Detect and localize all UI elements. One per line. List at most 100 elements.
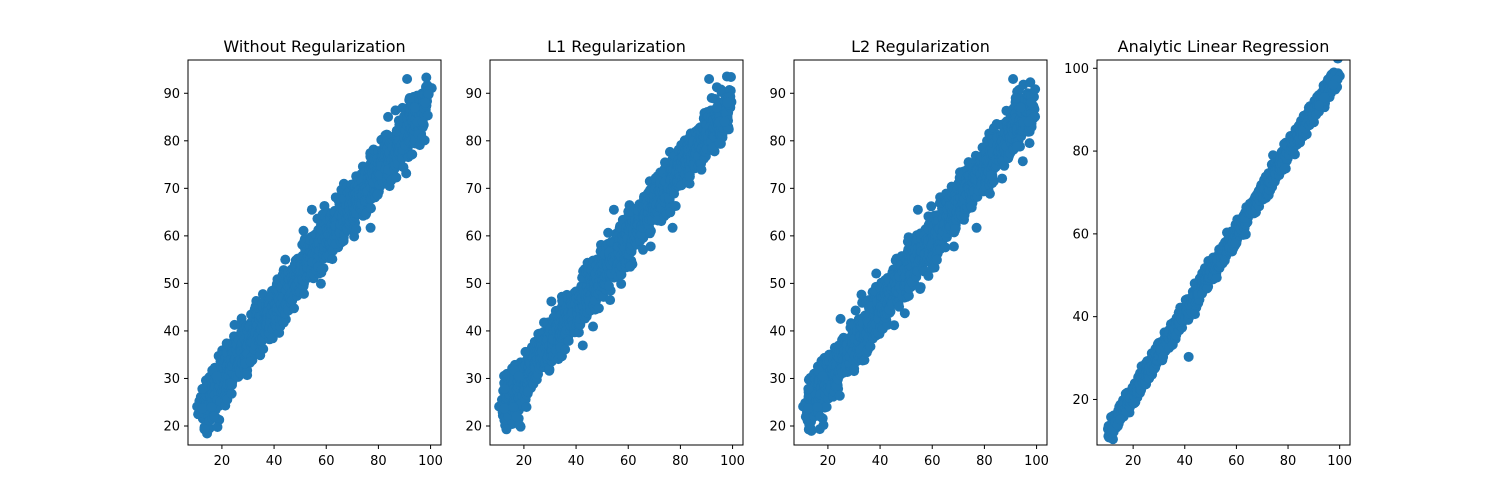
x-tick-label: 40 [568,454,585,469]
data-point [315,278,326,289]
x-tick-label: 20 [820,454,837,469]
x-tick-label: 40 [266,454,283,469]
data-point [912,204,923,215]
data-point [212,421,223,432]
x-tick-label: 80 [370,454,387,469]
data-point [420,97,431,108]
data-point [725,72,736,82]
data-point [711,102,722,113]
x-tick-label: 20 [516,454,533,469]
data-point [258,344,269,354]
subplot-title: L1 Regularization [547,37,686,56]
scatter-points [798,74,1041,436]
data-point [421,72,432,83]
data-point [513,371,524,382]
data-point [289,303,300,314]
data-point [501,424,512,435]
data-point [521,402,532,412]
data-point [404,93,415,104]
data-point [365,203,376,214]
x-tick-label: 80 [976,454,993,469]
y-tick-label: 40 [769,324,786,339]
data-point [298,288,309,299]
data-point [499,383,510,394]
data-point [696,164,707,175]
data-point [401,168,412,179]
data-point [966,201,977,212]
data-point [298,225,309,236]
data-point [805,422,816,433]
data-point [1015,102,1026,113]
data-point [544,364,555,375]
data-point [1024,138,1035,149]
data-point [514,420,525,431]
data-point [704,74,715,85]
data-point [593,303,604,314]
x-tick-label: 40 [872,454,889,469]
data-point [306,204,317,215]
data-point [338,235,349,246]
x-tick-label: 100 [418,454,443,469]
data-point [245,356,256,367]
data-point [1017,156,1028,167]
y-tick-label: 20 [163,419,180,434]
x-tick-label: 60 [318,454,335,469]
data-point [1023,116,1034,127]
data-point [984,188,995,199]
data-point [1030,84,1041,95]
data-point [372,189,383,200]
y-tick-label: 90 [769,87,786,102]
y-tick-label: 20 [769,419,786,434]
data-point [1026,97,1037,108]
y-tick-label: 50 [163,277,180,292]
scatter-points [494,71,737,435]
data-point [351,224,362,235]
data-point [226,388,237,399]
x-tick-label: 100 [720,454,745,469]
data-point [894,301,905,312]
data-point [903,290,914,301]
data-point [644,228,655,239]
axes-frame [793,59,1048,446]
data-point [365,222,376,233]
y-tick-label: 80 [769,134,786,149]
data-point [511,411,522,422]
y-tick-label: 80 [163,134,180,149]
subplot-title: Without Regularization [223,37,405,56]
data-point [834,390,845,401]
data-point [383,111,394,122]
data-point [603,280,614,291]
data-point [818,420,829,431]
data-point [684,178,695,189]
axes-frame [187,59,442,446]
data-point [997,173,1008,184]
data-point [625,261,636,272]
data-point [588,321,599,332]
y-tick-label: 30 [163,372,180,387]
data-point [327,254,338,265]
data-point [871,268,882,279]
data-point [985,170,996,181]
data-point [1008,74,1019,85]
data-point [419,135,430,146]
data-point [1025,77,1036,88]
data-point [815,411,826,422]
data-point [1010,93,1021,104]
data-point [706,93,717,104]
data-point [563,335,574,346]
data-point [948,241,959,252]
data-point [915,282,926,293]
data-point [197,383,208,394]
data-point [999,160,1010,171]
y-tick-label: 40 [163,324,180,339]
data-point [605,295,616,306]
data-point [499,403,510,414]
data-point [714,138,725,149]
data-point [923,270,934,281]
data-point [821,402,832,412]
y-tick-label: 70 [465,182,482,197]
